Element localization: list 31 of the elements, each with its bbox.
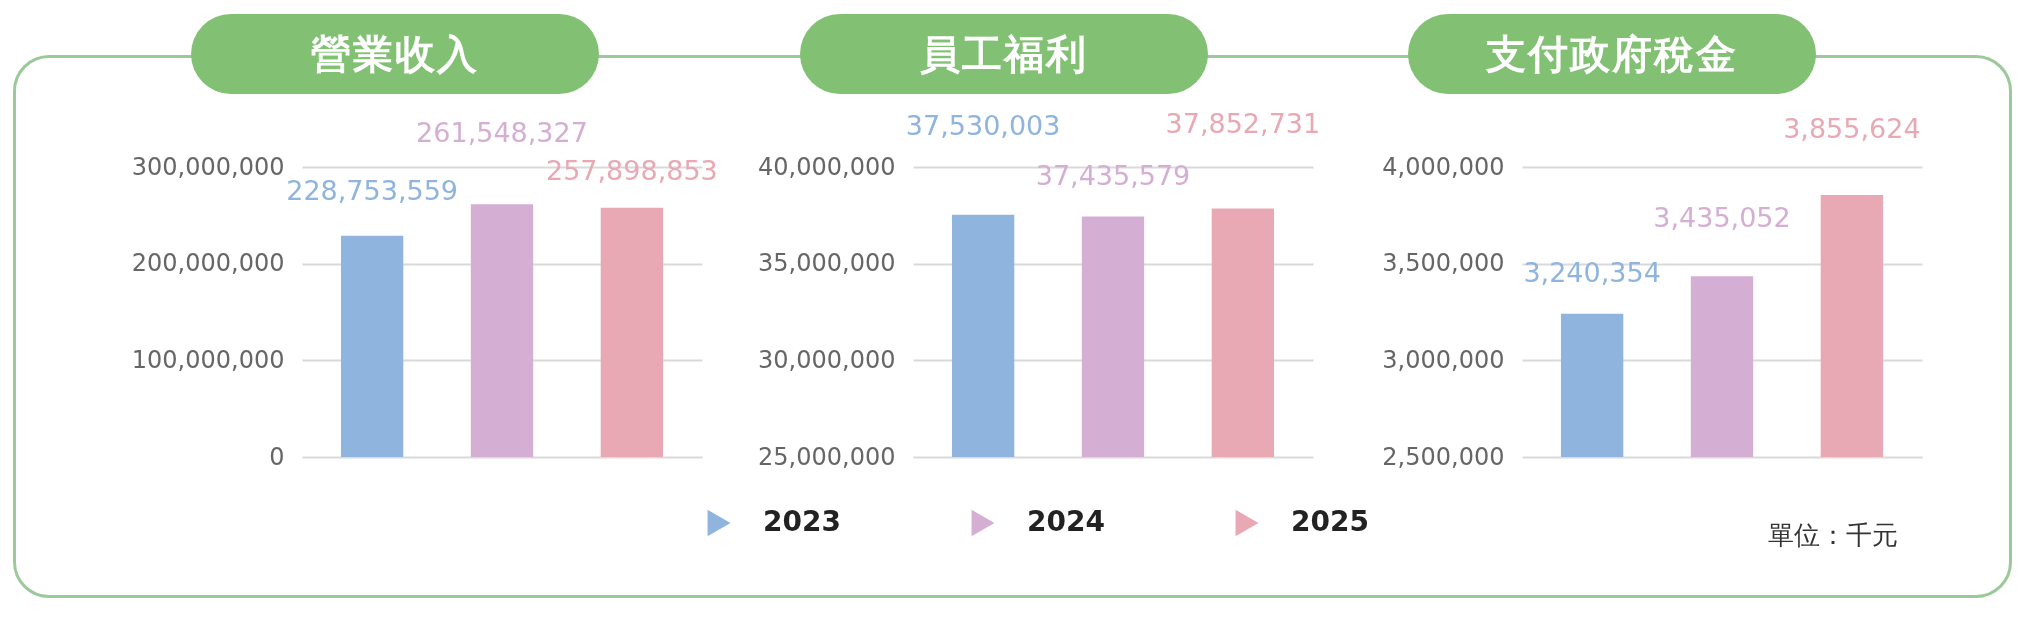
y-tick-label: 4,000,000 <box>1382 152 1505 181</box>
bar <box>340 235 404 457</box>
legend-label: 2025 <box>1291 505 1369 538</box>
data-label: 37,530,003 <box>905 109 1061 141</box>
data-label: 3,435,052 <box>1653 202 1791 234</box>
bar <box>600 207 664 457</box>
data-label: 37,852,731 <box>1165 107 1321 139</box>
y-tick-label: 2,500,000 <box>1382 442 1505 471</box>
legend-label: 2023 <box>763 505 841 538</box>
y-tick-label: 30,000,000 <box>758 345 896 374</box>
y-tick-label: 100,000,000 <box>131 345 285 374</box>
bar <box>470 204 534 457</box>
y-tick-label: 40,000,000 <box>758 152 896 181</box>
data-label: 228,753,559 <box>286 174 459 206</box>
y-tick-label: 35,000,000 <box>758 249 896 278</box>
data-label: 3,855,624 <box>1783 112 1921 144</box>
chart-title: 支付政府稅金 <box>1408 14 1816 94</box>
data-label: 257,898,853 <box>545 154 718 186</box>
data-label: 37,435,579 <box>1035 159 1191 191</box>
text: 單位：千元 <box>1768 519 1898 552</box>
data-label: 3,240,354 <box>1523 256 1661 288</box>
y-tick-label: 3,000,000 <box>1382 345 1505 374</box>
y-tick-label: 300,000,000 <box>131 152 285 181</box>
chart-title: 營業收入 <box>191 14 599 94</box>
chart-title: 員工福利 <box>800 14 1208 94</box>
legend-label: 2024 <box>1027 505 1105 538</box>
y-tick-label: 0 <box>269 442 285 471</box>
y-tick-label: 200,000,000 <box>131 249 285 278</box>
data-label: 261,548,327 <box>416 117 588 149</box>
y-tick-label: 25,000,000 <box>758 442 896 471</box>
y-tick-label: 3,500,000 <box>1382 249 1505 278</box>
